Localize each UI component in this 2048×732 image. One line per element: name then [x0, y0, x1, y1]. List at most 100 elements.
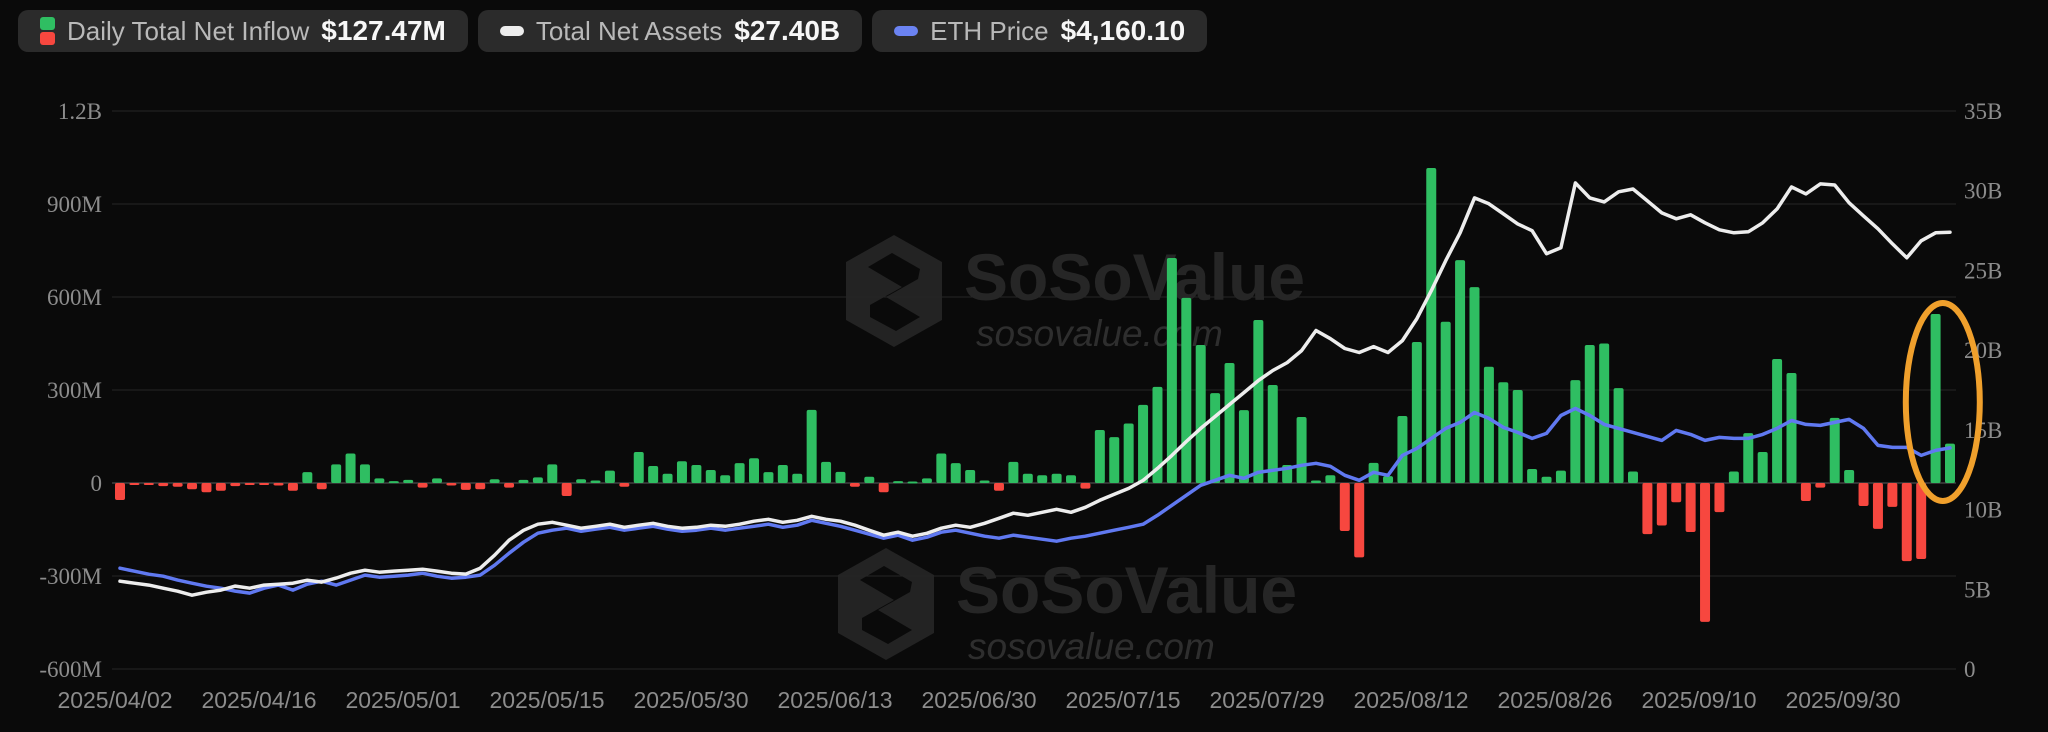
net-inflow-bar[interactable]: [1786, 372, 1797, 483]
net-inflow-bar[interactable]: [1109, 437, 1120, 483]
net-inflow-bar[interactable]: [345, 453, 356, 483]
net-inflow-bar[interactable]: [1224, 363, 1235, 483]
net-inflow-bar[interactable]: [1815, 483, 1826, 488]
net-inflow-bar[interactable]: [244, 483, 255, 485]
net-inflow-bar[interactable]: [1527, 469, 1538, 483]
net-inflow-bar[interactable]: [1181, 297, 1192, 483]
net-inflow-bar[interactable]: [849, 483, 860, 487]
net-inflow-bar[interactable]: [1267, 385, 1278, 483]
eth-price-line[interactable]: [118, 406, 1952, 595]
net-inflow-bar[interactable]: [259, 483, 270, 485]
net-inflow-bar[interactable]: [835, 471, 846, 483]
net-inflow-bar[interactable]: [1541, 476, 1552, 483]
net-inflow-bar[interactable]: [489, 479, 500, 483]
net-inflow-bar[interactable]: [1397, 416, 1408, 483]
net-inflow-bar[interactable]: [1772, 359, 1783, 483]
net-inflow-bar[interactable]: [1152, 386, 1163, 483]
net-inflow-bar[interactable]: [619, 483, 630, 487]
net-inflow-bar[interactable]: [749, 458, 760, 483]
net-inflow-bar[interactable]: [446, 483, 457, 486]
net-inflow-bar[interactable]: [1901, 483, 1912, 562]
net-inflow-bar[interactable]: [1757, 452, 1768, 483]
legend-item-total-net-assets[interactable]: Total Net Assets $27.40B: [477, 10, 863, 52]
net-inflow-bar[interactable]: [1872, 483, 1883, 529]
net-inflow-bar[interactable]: [705, 469, 716, 483]
net-inflow-bar[interactable]: [115, 483, 125, 501]
net-inflow-bar[interactable]: [936, 453, 947, 483]
net-inflow-bar[interactable]: [1455, 260, 1466, 483]
net-inflow-bar[interactable]: [1483, 366, 1494, 483]
net-inflow-bar[interactable]: [676, 461, 687, 483]
net-inflow-bar[interactable]: [921, 478, 932, 483]
net-inflow-bar[interactable]: [475, 483, 486, 490]
net-inflow-bar[interactable]: [1195, 345, 1206, 483]
net-inflow-bar[interactable]: [1094, 429, 1105, 483]
net-inflow-bar[interactable]: [1887, 483, 1898, 507]
net-inflow-bar[interactable]: [302, 472, 313, 483]
net-inflow-bar[interactable]: [1296, 416, 1307, 483]
net-inflow-bar[interactable]: [561, 483, 572, 497]
net-inflow-bar[interactable]: [1310, 480, 1321, 483]
net-inflow-bar[interactable]: [403, 479, 414, 483]
net-inflow-bar[interactable]: [763, 472, 774, 483]
net-inflow-bar[interactable]: [691, 465, 702, 483]
net-inflow-bar[interactable]: [1671, 483, 1682, 503]
net-inflow-bar[interactable]: [1498, 382, 1509, 483]
net-inflow-bar[interactable]: [648, 465, 659, 483]
net-inflow-bar[interactable]: [777, 465, 788, 483]
net-inflow-bar[interactable]: [1800, 483, 1811, 501]
net-inflow-bar[interactable]: [965, 469, 976, 483]
net-inflow-bar[interactable]: [273, 483, 284, 486]
net-inflow-bar[interactable]: [1037, 475, 1048, 483]
net-inflow-bar[interactable]: [331, 464, 342, 483]
net-inflow-bar[interactable]: [1714, 483, 1725, 513]
net-inflow-bar[interactable]: [129, 483, 140, 485]
net-inflow-bar[interactable]: [201, 483, 212, 493]
net-inflow-bar[interactable]: [792, 473, 803, 483]
net-inflow-bar[interactable]: [893, 481, 904, 484]
net-inflow-bar[interactable]: [878, 483, 889, 493]
net-inflow-bar[interactable]: [734, 463, 745, 483]
net-inflow-bar[interactable]: [504, 483, 515, 488]
net-inflow-bar[interactable]: [633, 452, 644, 483]
net-inflow-bar[interactable]: [1080, 483, 1091, 489]
net-inflow-bar[interactable]: [1354, 483, 1365, 558]
net-inflow-bar[interactable]: [720, 475, 731, 483]
net-inflow-bar[interactable]: [1123, 423, 1134, 483]
net-inflow-bar[interactable]: [1945, 443, 1955, 483]
net-inflow-bar[interactable]: [1512, 390, 1523, 483]
net-inflow-bar[interactable]: [1426, 168, 1437, 484]
net-inflow-bar[interactable]: [460, 483, 471, 490]
net-inflow-bar[interactable]: [388, 481, 399, 484]
net-inflow-bar[interactable]: [1066, 475, 1077, 483]
net-inflow-bar[interactable]: [993, 483, 1004, 491]
net-inflow-bar[interactable]: [1916, 483, 1927, 559]
net-inflow-bar[interactable]: [1238, 410, 1249, 483]
net-inflow-bar[interactable]: [1656, 483, 1667, 526]
net-inflow-bar[interactable]: [1613, 388, 1624, 483]
net-inflow-bar[interactable]: [187, 483, 198, 490]
net-inflow-bar[interactable]: [1253, 319, 1264, 483]
net-inflow-bar[interactable]: [287, 483, 298, 491]
net-inflow-bar[interactable]: [1210, 393, 1221, 483]
net-inflow-bar[interactable]: [1858, 483, 1869, 506]
net-inflow-bar[interactable]: [1339, 483, 1350, 532]
net-inflow-bar[interactable]: [1051, 473, 1062, 483]
net-inflow-bar[interactable]: [1325, 475, 1336, 483]
net-inflow-bar[interactable]: [172, 483, 183, 487]
net-inflow-bar[interactable]: [1138, 404, 1149, 483]
net-inflow-bar[interactable]: [143, 483, 154, 485]
net-inflow-bar[interactable]: [950, 463, 961, 483]
net-inflow-bar[interactable]: [1555, 470, 1566, 483]
net-inflow-bar[interactable]: [1469, 287, 1480, 483]
net-inflow-bar[interactable]: [806, 409, 817, 483]
legend-item-eth-price[interactable]: ETH Price $4,160.10: [872, 10, 1208, 52]
net-inflow-bar[interactable]: [590, 480, 601, 483]
net-inflow-bar[interactable]: [1440, 321, 1451, 483]
net-inflow-bar[interactable]: [864, 476, 875, 483]
net-inflow-bar[interactable]: [532, 477, 543, 483]
net-inflow-bar[interactable]: [230, 483, 241, 487]
net-inflow-bar[interactable]: [979, 480, 990, 483]
net-inflow-bar[interactable]: [158, 483, 169, 487]
